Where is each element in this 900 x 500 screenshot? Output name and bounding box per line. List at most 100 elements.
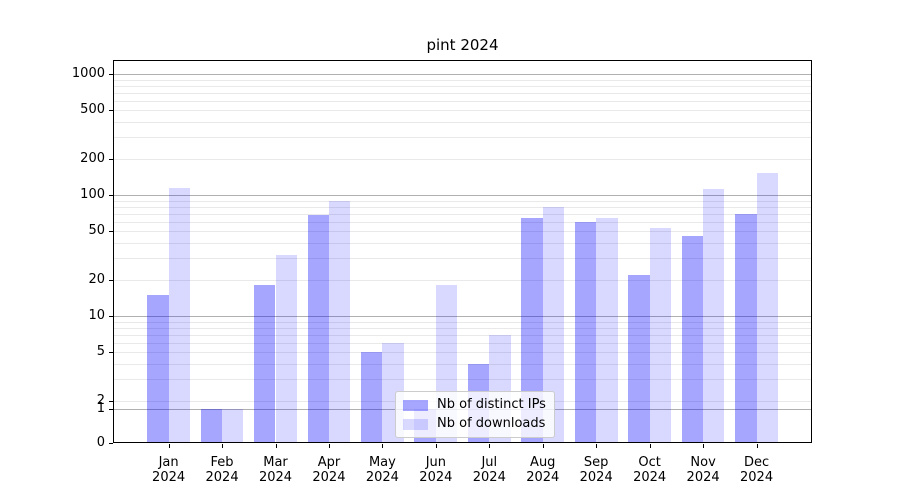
y-tick-label: 0 [96,435,105,450]
x-tick [649,444,651,448]
y-tick [109,110,113,112]
gridline-minor [114,110,812,112]
gridline-minor [114,100,812,102]
x-tick-label-line: 2024 [526,470,560,485]
x-tick [382,444,384,448]
y-tick-label: 50 [88,223,105,239]
bar-downloads [275,254,297,443]
x-tick-label-line: Oct [638,455,661,470]
x-tick-label: Aug 2024 [513,455,573,485]
x-tick [168,444,170,448]
x-tick-label-line: 2024 [365,470,399,485]
x-tick-label-line: 2024 [633,470,667,485]
x-tick-label-line: Aug [530,455,556,470]
legend-label-distinct-ips: Nb of distinct IPs [437,397,546,412]
x-tick-label-line: Nov [690,455,716,470]
gridline-minor [114,231,812,233]
x-tick-label-line: 2024 [152,470,186,485]
bar-downloads [328,200,351,443]
bar-downloads [649,228,672,443]
x-tick [756,444,758,448]
gridline-minor [114,352,812,354]
x-tick-label-line: Sep [583,455,609,470]
x-tick [596,444,598,448]
x-tick-label: Jul 2024 [459,455,519,485]
y-tick-label: 10 [88,308,105,323]
legend-label-downloads: Nb of downloads [437,416,546,431]
x-tick-label-line: 2024 [579,470,613,485]
x-tick-label-line: 2024 [205,470,239,485]
bar-distinct-ips [200,408,223,443]
y-tick [109,231,113,233]
bar-downloads [596,218,618,443]
x-tick-label-line: Dec [743,455,770,470]
x-tick [328,444,330,448]
bar-distinct-ips [307,215,329,443]
x-tick-label: Apr 2024 [299,455,359,485]
gridline-major [114,316,812,317]
y-tick-label: 1 [96,400,105,416]
y-tick-label: 20 [88,271,105,287]
y-tick-label: 200 [80,150,105,166]
x-tick-label-line: 2024 [419,470,453,485]
x-tick-label: Nov 2024 [673,455,733,485]
gridline-minor [114,364,812,366]
bar-downloads [168,187,190,443]
gridline-minor [114,137,812,139]
gridline-minor [114,279,812,281]
gridline-minor [114,321,812,323]
y-tick-label: 2 [96,392,105,408]
x-tick-label-line: Jul [481,455,498,470]
x-tick [275,444,277,448]
bar-distinct-ips [681,235,704,443]
gridline-minor [114,221,812,223]
gridline-minor [114,327,812,329]
bar-distinct-ips [574,221,597,443]
x-tick-label: Jan 2024 [139,455,199,485]
gridline-minor [114,206,812,208]
y-tick [109,316,113,317]
x-tick-label: Mar 2024 [246,455,306,485]
x-tick [542,444,544,448]
y-tick [109,195,113,196]
gridline-minor [114,79,812,81]
x-tick-label-line: 2024 [312,470,346,485]
x-tick [222,444,224,448]
bar-downloads [703,189,725,443]
y-tick [109,352,113,354]
gridline-minor [114,342,812,344]
y-tick-label: 5 [96,344,105,360]
bar-distinct-ips [147,294,169,443]
bar-downloads [756,172,778,443]
gridline-minor [114,92,812,94]
y-tick-label: 1000 [71,66,105,81]
y-tick [109,158,113,160]
gridline-minor [114,158,812,160]
bar-distinct-ips [628,274,650,443]
bar-distinct-ips [735,213,757,443]
x-tick [435,444,437,448]
gridline-major [114,74,812,75]
legend-swatch-distinct-ips [403,399,428,411]
x-tick-label: Sep 2024 [566,455,626,485]
legend-item-distinct-ips: Nb of distinct IPs [403,397,546,413]
legend: Nb of distinct IPs Nb of downloads [395,391,555,438]
y-tick [109,408,113,410]
x-tick-label-line: 2024 [740,470,774,485]
x-tick-label-line: Jan [158,455,179,470]
bar-downloads [542,207,565,443]
x-tick-label-line: Feb [210,455,234,470]
x-tick-label-line: 2024 [686,470,720,485]
x-tick-label: Feb 2024 [192,455,252,485]
chart-title: pint 2024 [426,36,499,54]
gridline-minor [114,213,812,215]
gridline-minor [114,258,812,260]
bar-distinct-ips [254,285,276,443]
legend-swatch-downloads [403,418,428,430]
x-tick-label: Oct 2024 [620,455,680,485]
gridline-minor [114,379,812,381]
gridline-minor [114,334,812,336]
bar-downloads [222,408,244,443]
y-tick-label: 500 [80,102,105,118]
